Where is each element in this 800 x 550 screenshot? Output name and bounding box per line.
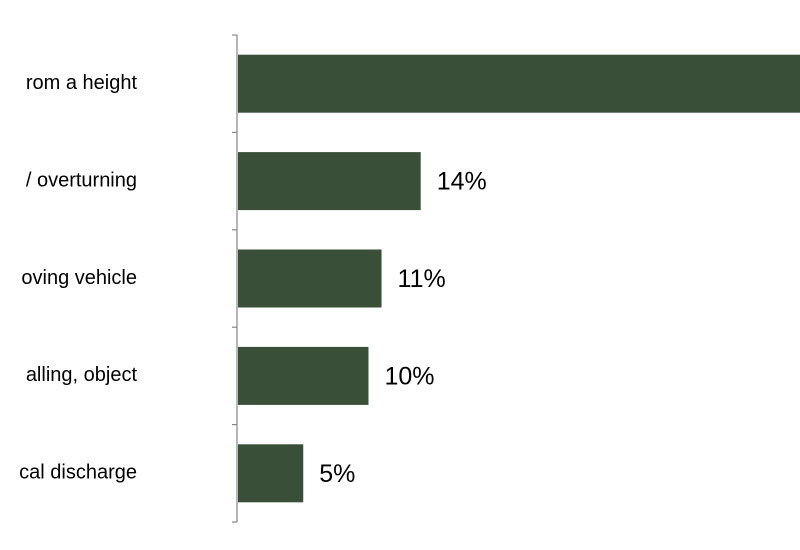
- category-label: / overturning: [26, 169, 137, 191]
- category-axis: [232, 34, 238, 523]
- value-label: 11%: [398, 265, 446, 293]
- bar: [238, 152, 421, 211]
- category-label: rom a height: [26, 72, 138, 94]
- bar: [238, 54, 800, 113]
- category-label: oving vehicle: [21, 267, 137, 289]
- value-label: 14%: [437, 168, 487, 196]
- value-label: 5%: [319, 460, 355, 488]
- value-label: 10%: [385, 363, 435, 391]
- bar: [238, 346, 369, 405]
- category-label: cal discharge: [19, 462, 137, 484]
- category-label: alling, object: [26, 364, 138, 386]
- bar: [238, 444, 304, 503]
- bar: [238, 249, 382, 308]
